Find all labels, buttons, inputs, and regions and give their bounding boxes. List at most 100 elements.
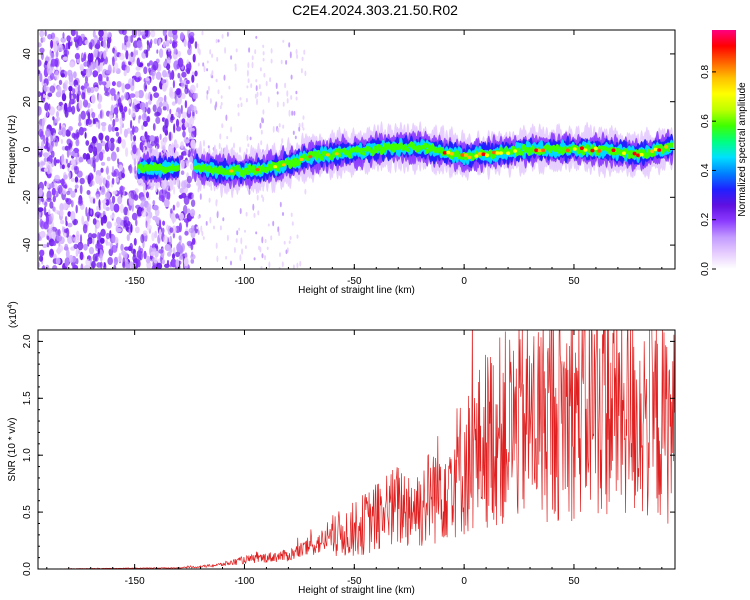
spectrogram-cell <box>77 90 81 96</box>
spectrogram-cell <box>347 151 352 159</box>
spectrogram-cell <box>102 199 107 204</box>
spectrogram-cell <box>474 154 479 158</box>
spectrogram-cell <box>362 151 366 156</box>
spectrogram-cell <box>275 82 278 90</box>
spectrogram-cell <box>295 48 298 55</box>
spectrogram-cell <box>201 230 204 237</box>
spectrogram-cell <box>67 235 73 244</box>
spectrogram-cell <box>62 32 65 39</box>
spectrogram-cell <box>239 97 242 101</box>
spectrogram-cell <box>63 228 68 234</box>
spectrogram-cell <box>513 149 518 153</box>
spectrogram-cell <box>285 60 288 65</box>
spectrogram-cell <box>99 110 103 119</box>
spectrogram-cell <box>56 159 60 164</box>
spectrogram-cell <box>63 203 69 210</box>
spectrogram-cell <box>73 218 77 226</box>
spectrogram-cell <box>520 151 525 156</box>
spectrogram-cell <box>268 261 271 269</box>
spectrogram-cell <box>74 52 80 60</box>
spectrogram-cell <box>142 167 147 173</box>
spectrogram-cell <box>86 190 91 195</box>
spectrogram-cell <box>183 38 187 47</box>
spectrogram-cell <box>259 122 262 129</box>
spectrogram-cell <box>251 55 254 61</box>
spectrogram-cell <box>155 116 161 124</box>
spectrogram-cell <box>255 79 258 83</box>
spectrogram-cell <box>79 65 84 72</box>
spectrogram-cell <box>579 146 584 150</box>
spectrogram-cell <box>226 31 229 37</box>
spectrogram-cell <box>146 40 149 46</box>
spectrogram-cell <box>113 93 117 102</box>
spectrogram-cell <box>219 105 222 110</box>
spectrogram-cell <box>196 83 199 88</box>
spectrogram-cell <box>590 148 595 153</box>
spectrogram-cells <box>38 30 674 269</box>
spectrogram-cell <box>151 232 155 242</box>
spectrogram-cell <box>118 30 125 35</box>
spectrogram-cell <box>241 248 244 255</box>
spectrogram-cell <box>278 123 281 128</box>
spectrogram-cell <box>78 99 83 110</box>
spectrogram-cell <box>180 104 183 115</box>
spectrogram-cell <box>158 96 164 103</box>
spectrogram-cell <box>137 89 144 99</box>
spectrogram-cell <box>58 44 64 52</box>
spectrogram-cell <box>173 186 176 195</box>
spectrogram-cell <box>38 59 42 67</box>
spectrogram-cell <box>245 98 248 103</box>
spectrogram-cell <box>79 184 83 195</box>
spectrogram-cell <box>304 188 307 195</box>
spectrogram-cell <box>46 197 52 202</box>
spectrogram-cell <box>162 220 166 226</box>
spectrogram-cell <box>113 203 120 213</box>
spectrogram-cell <box>222 217 225 222</box>
spectrogram-cell <box>77 84 81 92</box>
spectrogram-cell <box>104 91 110 97</box>
spectrogram-cell <box>132 125 135 135</box>
x-axis-label: Height of straight line (km) <box>298 585 415 596</box>
spectrogram-cell <box>158 228 162 239</box>
spectrogram-cell <box>57 246 61 255</box>
spectrogram-cell <box>492 150 496 155</box>
colorbar-tick-label: 0.0 <box>700 262 711 276</box>
spectrogram-cell <box>67 222 73 228</box>
spectrogram-cell <box>84 132 87 139</box>
spectrogram-cell <box>173 123 176 134</box>
spectrogram-cell <box>97 248 101 255</box>
spectrogram-cell <box>233 142 235 149</box>
spectrogram-cell <box>69 71 72 78</box>
spectrogram-cell <box>162 41 166 48</box>
spectrogram-cell <box>156 99 160 107</box>
spectrogram-cell <box>57 104 60 110</box>
spectrogram-cell <box>121 82 125 93</box>
spectrogram-cell <box>143 82 147 92</box>
spectrogram-cell <box>113 49 118 57</box>
spectrogram-cell <box>219 225 222 231</box>
spectrogram-cell <box>261 117 264 124</box>
spectrogram-cell <box>597 149 602 153</box>
spectrogram-cell <box>282 101 285 107</box>
spectrogram-cell <box>135 219 138 227</box>
y-tick-label: 2.0 <box>22 334 33 348</box>
spectrogram-cell <box>303 49 306 55</box>
spectrogram-cell <box>295 96 298 101</box>
spectrogram-cell <box>291 110 294 116</box>
spectrogram-cell <box>126 234 130 242</box>
spectrogram-cell <box>164 73 171 78</box>
spectrogram-cell <box>182 204 188 215</box>
spectrogram-cell <box>130 248 137 254</box>
spectrogram-cell <box>65 129 71 137</box>
spectrogram-cell <box>98 151 104 161</box>
x-tick-label: -100 <box>234 276 254 287</box>
spectrogram-cell <box>87 175 91 185</box>
spectrogram-cell <box>73 71 77 79</box>
spectrogram-cell <box>199 193 202 201</box>
spectrogram-cell <box>644 152 649 160</box>
spectrogram-cell <box>149 135 155 142</box>
spectrogram-cell <box>62 187 67 195</box>
spectrogram-cell <box>245 148 248 154</box>
spectrogram-cell <box>117 136 122 144</box>
spectrogram-cell <box>49 249 54 256</box>
